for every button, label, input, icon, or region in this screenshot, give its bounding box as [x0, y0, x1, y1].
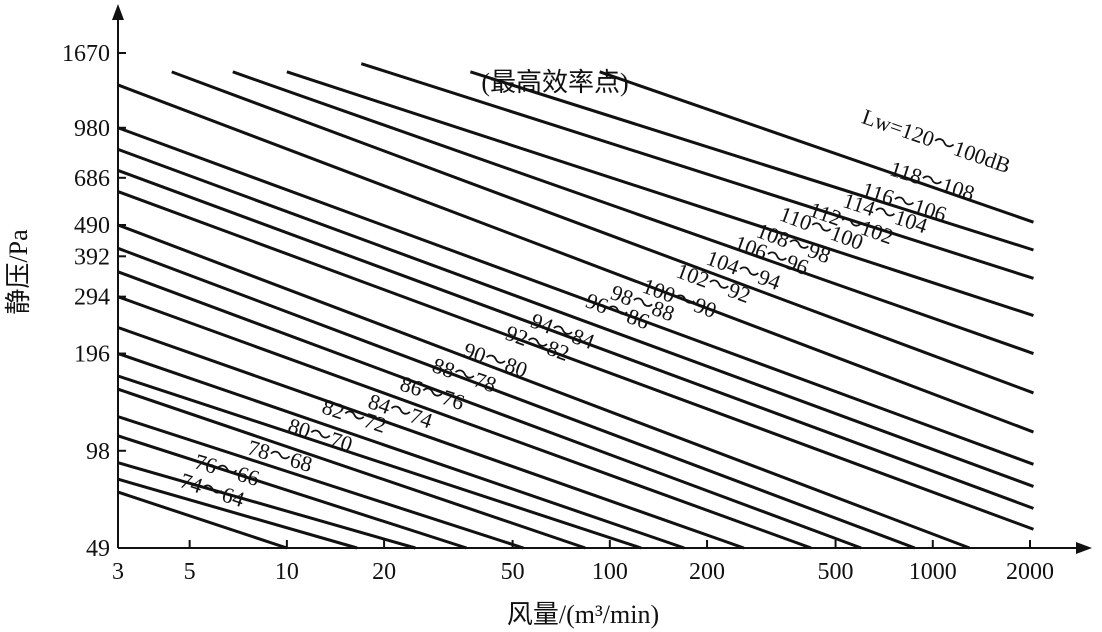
- noise-curve: [171, 70, 1034, 395]
- noise-curve: [117, 477, 358, 550]
- noise-curve: [469, 70, 1034, 252]
- noise-curve: [117, 374, 642, 550]
- noise-curve: [117, 415, 524, 550]
- y-ticks: 49 98 196 294 392 490 686 980 1670: [62, 41, 126, 562]
- noise-curve: [117, 434, 467, 550]
- noise-curve: [117, 387, 586, 550]
- x-tick-label: 2000: [1006, 559, 1054, 585]
- y-axis-arrow: [112, 4, 124, 20]
- noise-curve: [286, 70, 1034, 317]
- x-tick-label: 3: [112, 559, 124, 585]
- y-tick-label: 686: [74, 166, 110, 192]
- curves: [117, 62, 1034, 550]
- noise-curve: [117, 223, 971, 550]
- noise-curve: [232, 70, 1034, 355]
- curve-label: Lw=120～100dB: [859, 104, 1014, 178]
- y-tick-label: 294: [74, 285, 110, 311]
- noise-curve: [117, 490, 288, 550]
- x-tick-label: 20: [372, 559, 396, 585]
- x-tick-label: 500: [818, 559, 854, 585]
- x-tick-label: 200: [689, 559, 725, 585]
- x-axis-title: 风量/(m³/min): [507, 600, 659, 629]
- noise-curve: [117, 270, 862, 550]
- y-tick-label: 98: [86, 439, 110, 465]
- noise-curve: [117, 83, 1034, 434]
- noise-curve: [117, 190, 1034, 531]
- y-tick-label: 980: [74, 116, 110, 142]
- y-tick-label: 196: [74, 342, 110, 368]
- x-ticks: 3 5 10 20 50 100 200 500 1000 2000: [112, 540, 1054, 585]
- y-axis-title: 静压/Pa: [4, 229, 33, 315]
- x-tick-label: 50: [501, 559, 525, 585]
- noise-curve: [117, 461, 416, 550]
- x-tick-label: 10: [275, 559, 299, 585]
- axes: [112, 4, 1092, 554]
- x-axis-arrow: [1076, 542, 1092, 554]
- x-tick-label: 100: [592, 559, 628, 585]
- noise-curve: [117, 352, 685, 550]
- noise-curve: [117, 295, 812, 550]
- noise-curve: [117, 126, 1034, 466]
- noise-curve: [117, 246, 916, 550]
- noise-curve: [360, 62, 1034, 280]
- x-tick-label: 5: [184, 559, 196, 585]
- noise-curve: [599, 70, 1034, 224]
- max-efficiency-note: (最高效率点): [481, 68, 628, 97]
- y-tick-label: 392: [74, 244, 110, 270]
- y-tick-label: 1670: [62, 41, 110, 67]
- x-tick-label: 1000: [909, 559, 957, 585]
- y-tick-label: 49: [86, 536, 110, 562]
- y-tick-label: 490: [74, 213, 110, 239]
- noise-curve: [117, 169, 1034, 510]
- noise-curve: [117, 147, 1034, 488]
- noise-curve: [117, 326, 745, 550]
